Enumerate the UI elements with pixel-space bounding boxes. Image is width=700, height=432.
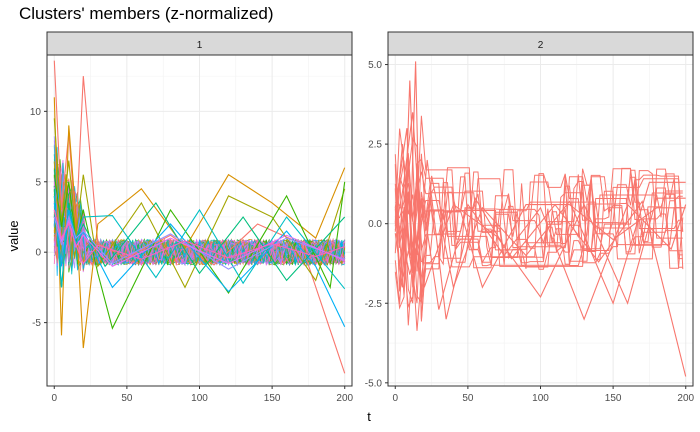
y-tick-label: -5 xyxy=(32,318,41,329)
series-line xyxy=(394,204,686,289)
series-line xyxy=(394,128,687,321)
member-trace xyxy=(394,157,683,290)
y-tick-label: 10 xyxy=(30,107,42,118)
series-line xyxy=(53,209,345,265)
x-tick-label: 150 xyxy=(264,393,281,404)
x-tick-label: 0 xyxy=(51,393,57,404)
member-trace xyxy=(394,167,684,304)
member-trace xyxy=(53,188,346,267)
x-tick-label: 100 xyxy=(532,393,549,404)
series-line xyxy=(394,80,687,377)
member-trace xyxy=(395,167,684,266)
panel-data xyxy=(394,61,687,377)
panel-data xyxy=(53,60,346,374)
member-trace xyxy=(394,136,683,299)
member-trace xyxy=(394,168,683,304)
member-trace xyxy=(394,170,683,326)
facet-strip-label: 1 xyxy=(197,40,203,51)
x-tick-label: 200 xyxy=(336,393,353,404)
y-tick-label: 5 xyxy=(35,177,41,188)
x-tick-label: 200 xyxy=(677,393,694,404)
x-tick-label: 50 xyxy=(121,393,133,404)
y-tick-label: -2.5 xyxy=(365,299,383,310)
y-tick-label: 0 xyxy=(35,248,41,259)
x-tick-label: 0 xyxy=(392,393,398,404)
series-line xyxy=(394,112,686,305)
x-axis-label: t xyxy=(367,409,371,424)
member-trace xyxy=(394,171,683,304)
y-tick-label: 5.0 xyxy=(368,60,382,71)
x-tick-label: 150 xyxy=(605,393,622,404)
panel-2: 2 0 50 100 150 200 -5.0 -2.5 0.0 2.5 5.0 xyxy=(365,31,695,404)
member-trace xyxy=(395,160,684,331)
series-line xyxy=(53,174,346,330)
y-tick-label: -5.0 xyxy=(365,378,383,389)
x-tick-label: 50 xyxy=(462,393,474,404)
y-axis-label: value xyxy=(6,220,21,251)
y-tick-label: 2.5 xyxy=(368,140,382,151)
chart-title: Clusters' members (z-normalized) xyxy=(19,4,274,23)
facet-strip-label: 2 xyxy=(538,40,544,51)
x-tick-label: 100 xyxy=(191,393,208,404)
member-trace xyxy=(394,115,683,310)
y-tick-label: 0.0 xyxy=(368,219,382,230)
